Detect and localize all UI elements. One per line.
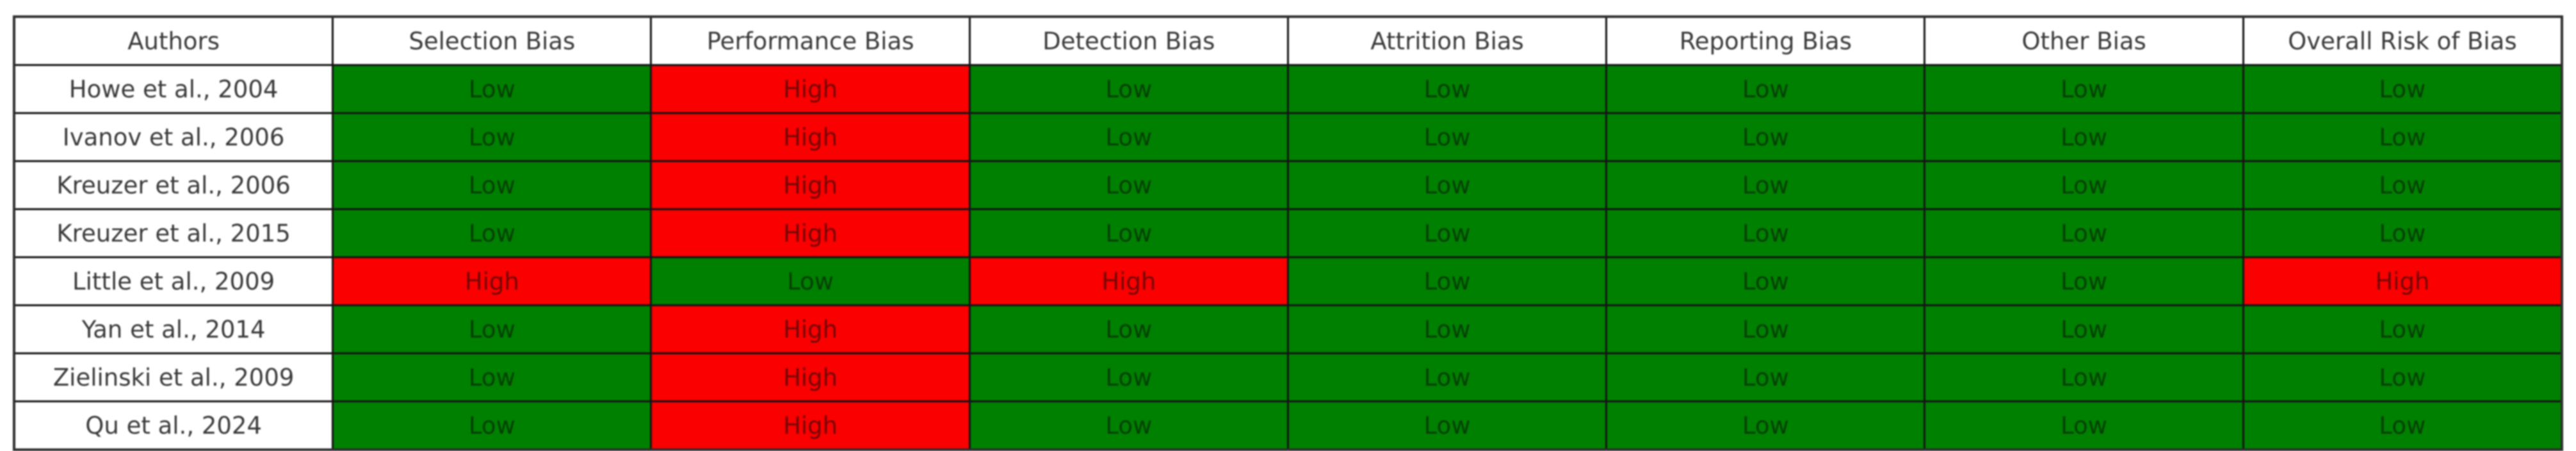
bias-rating-cell: Low (1286, 400, 1608, 451)
risk-of-bias-figure: Authors Selection Bias Performance Bias … (13, 15, 2563, 451)
author-cell: Zielinski et al., 2009 (13, 352, 334, 402)
bias-rating-cell: Low (2242, 304, 2563, 354)
bias-rating-cell: Low (2242, 400, 2563, 451)
bias-rating-cell: Low (1605, 160, 1926, 210)
bias-rating-cell: High (650, 352, 971, 402)
bias-rating-cell: High (650, 64, 971, 114)
bias-rating-cell: Low (1924, 400, 2244, 451)
bias-rating-cell: Low (968, 400, 1289, 451)
bias-rating-cell: Low (968, 64, 1289, 114)
bias-rating-cell: Low (1605, 304, 1926, 354)
bias-rating-cell: Low (332, 400, 652, 451)
table-body: Howe et al., 2004 Low High Low Low Low Low Low I… (13, 64, 2563, 451)
bias-rating-cell: Low (1286, 112, 1608, 162)
author-cell: Howe et al., 2004 (13, 64, 334, 114)
author-cell: Kreuzer et al., 2006 (13, 160, 334, 210)
bias-rating-cell: Low (1286, 304, 1608, 354)
author-cell: Qu et al., 2024 (13, 400, 334, 451)
bias-rating-cell: Low (1605, 64, 1926, 114)
bias-rating-cell: Low (1605, 400, 1926, 451)
column-header-detection-bias: Detection Bias (968, 15, 1289, 66)
bias-rating-cell: Low (2242, 64, 2563, 114)
risk-of-bias-table: Authors Selection Bias Performance Bias … (13, 15, 2563, 451)
bias-rating-cell: High (2242, 256, 2563, 306)
bias-rating-cell: Low (1286, 352, 1608, 402)
bias-rating-cell: Low (2242, 160, 2563, 210)
bias-rating-cell: Low (1924, 64, 2244, 114)
column-header-selection-bias: Selection Bias (332, 15, 652, 66)
column-header-other-bias: Other Bias (1924, 15, 2244, 66)
author-cell: Little et al., 2009 (13, 256, 334, 306)
table-row: Ivanov et al., 2006 Low High Low Low Low Low Lo… (13, 112, 2563, 162)
bias-rating-cell: Low (332, 64, 652, 114)
bias-rating-cell: Low (1286, 256, 1608, 306)
bias-rating-cell: Low (332, 160, 652, 210)
author-cell: Ivanov et al., 2006 (13, 112, 334, 162)
bias-rating-cell: Low (332, 352, 652, 402)
column-header-performance-bias: Performance Bias (650, 15, 971, 66)
bias-rating-cell: Low (1605, 256, 1926, 306)
bias-rating-cell: Low (2242, 352, 2563, 402)
bias-rating-cell: High (968, 256, 1289, 306)
bias-rating-cell: High (650, 304, 971, 354)
bias-rating-cell: High (650, 208, 971, 258)
column-header-overall-risk-of-bias: Overall Risk of Bias (2242, 15, 2563, 66)
table-row: Kreuzer et al., 2015 Low High Low Low Low Low L… (13, 208, 2563, 258)
table-row: Qu et al., 2024 Low High Low Low Low Low Low (13, 400, 2563, 451)
table-row: Yan et al., 2014 Low High Low Low Low Low Low (13, 304, 2563, 354)
bias-rating-cell: High (650, 112, 971, 162)
bias-rating-cell: Low (332, 304, 652, 354)
bias-rating-cell: Low (2242, 112, 2563, 162)
table-row: Kreuzer et al., 2006 Low High Low Low Low Low L… (13, 160, 2563, 210)
bias-rating-cell: High (650, 400, 971, 451)
header-row: Authors Selection Bias Performance Bias … (13, 15, 2563, 66)
bias-rating-cell: Low (1286, 64, 1608, 114)
table-row: Little et al., 2009 High Low High Low Low Low H… (13, 256, 2563, 306)
bias-rating-cell: Low (968, 208, 1289, 258)
bias-rating-cell: Low (1924, 304, 2244, 354)
bias-rating-cell: Low (1286, 160, 1608, 210)
bias-rating-cell: Low (1286, 208, 1608, 258)
bias-rating-cell: Low (332, 112, 652, 162)
bias-rating-cell: Low (968, 304, 1289, 354)
table-row: Howe et al., 2004 Low High Low Low Low Low Low (13, 64, 2563, 114)
bias-rating-cell: High (332, 256, 652, 306)
bias-rating-cell: Low (1605, 112, 1926, 162)
bias-rating-cell: Low (1605, 352, 1926, 402)
bias-rating-cell: Low (968, 352, 1289, 402)
bias-rating-cell: Low (650, 256, 971, 306)
bias-rating-cell: Low (1605, 208, 1926, 258)
bias-rating-cell: Low (968, 160, 1289, 210)
bias-rating-cell: Low (1924, 352, 2244, 402)
column-header-attrition-bias: Attrition Bias (1286, 15, 1608, 66)
bias-rating-cell: Low (968, 112, 1289, 162)
table-row: Zielinski et al., 2009 Low High Low Low Low Lo… (13, 352, 2563, 402)
bias-rating-cell: Low (1924, 208, 2244, 258)
author-cell: Yan et al., 2014 (13, 304, 334, 354)
bias-rating-cell: High (650, 160, 971, 210)
column-header-reporting-bias: Reporting Bias (1605, 15, 1926, 66)
column-header-authors: Authors (13, 15, 334, 66)
bias-rating-cell: Low (332, 208, 652, 258)
bias-rating-cell: Low (2242, 208, 2563, 258)
table-header: Authors Selection Bias Performance Bias … (13, 15, 2563, 66)
bias-rating-cell: Low (1924, 160, 2244, 210)
author-cell: Kreuzer et al., 2015 (13, 208, 334, 258)
bias-rating-cell: Low (1924, 256, 2244, 306)
bias-rating-cell: Low (1924, 112, 2244, 162)
